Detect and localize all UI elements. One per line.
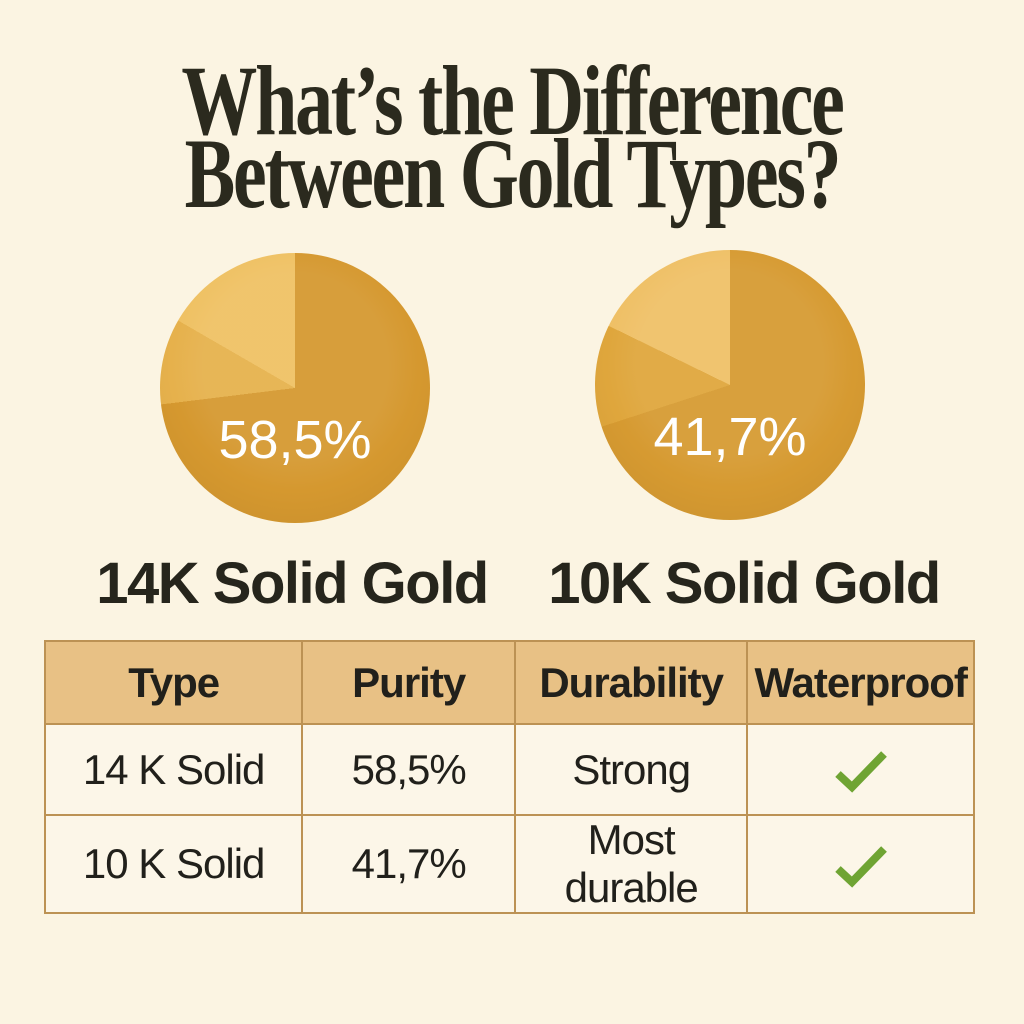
table-row: 10 K Solid 41,7% Most durable [43, 814, 975, 914]
header-cell-purity: Purity [301, 640, 517, 725]
table-header-row: Type Purity Durability Waterproof [43, 640, 975, 725]
header-cell-durability: Durability [514, 640, 749, 725]
cell-type-14k: 14 K Solid [43, 723, 304, 816]
title-line-2: Between Gold Types? [184, 118, 842, 229]
cell-type-10k: 10 K Solid [43, 814, 304, 914]
table-row: 14 K Solid 58,5% Strong [43, 723, 975, 816]
title-line-1: What’s the Difference [181, 45, 845, 156]
checkmark-icon [834, 846, 887, 888]
header-cell-waterproof: Waterproof [746, 640, 975, 725]
cell-purity-10k: 41,7% [301, 814, 517, 914]
cell-durability-10k: Most durable [514, 814, 749, 914]
comparison-table: Type Purity Durability Waterproof 14 K S… [43, 640, 975, 914]
pie-chart-10k: 41,7% [595, 250, 865, 520]
pie-value-label-10k: 41,7% [653, 407, 807, 467]
pie-caption-14k: 14K Solid Gold [96, 551, 489, 616]
cell-waterproof-10k [746, 814, 975, 914]
pie-value-label-14k: 58,5% [218, 410, 372, 470]
cell-waterproof-14k [746, 723, 975, 816]
pie-caption-10k: 10K Solid Gold [548, 551, 941, 616]
cell-purity-14k: 58,5% [301, 723, 517, 816]
header-cell-type: Type [43, 640, 304, 725]
cell-durability-14k: Strong [514, 723, 749, 816]
pie-chart-14k: 58,5% [160, 253, 430, 523]
checkmark-icon [834, 751, 887, 794]
page-title: What’s the Difference Between Gold Types? [123, 51, 901, 224]
